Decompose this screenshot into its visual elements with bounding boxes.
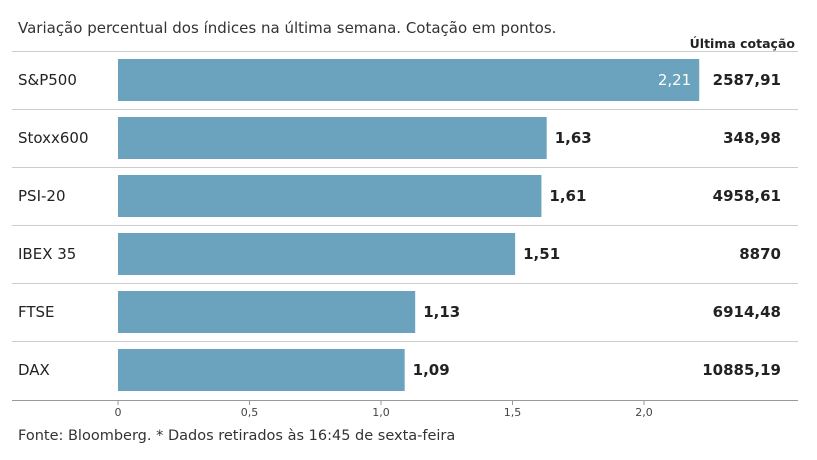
data-label: 1,13 — [423, 303, 460, 321]
category-label: IBEX 35 — [18, 245, 76, 263]
x-tick-label: 1,5 — [504, 406, 522, 419]
bar — [118, 233, 516, 275]
category-label: PSI-20 — [18, 187, 66, 205]
last-quote-column-header: Última cotação — [689, 36, 795, 51]
last-quote-value: 2587,91 — [713, 71, 781, 89]
data-label: 1,63 — [555, 129, 592, 147]
category-label: DAX — [18, 361, 50, 379]
chart-subtitle: Variação percentual dos índices na últim… — [18, 19, 557, 37]
data-label: 1,51 — [523, 245, 560, 263]
x-tick-label: 0,5 — [241, 406, 259, 419]
last-quote-value: 6914,48 — [713, 303, 781, 321]
source-note: Fonte: Bloomberg. * Dados retirados às 1… — [18, 428, 456, 444]
x-tick-label: 0 — [115, 406, 122, 419]
category-label: S&P500 — [18, 71, 77, 89]
x-tick-label: 1,0 — [372, 406, 390, 419]
last-quote-value: 348,98 — [723, 129, 781, 147]
data-label: 2,21 — [658, 71, 691, 89]
bar — [118, 175, 542, 217]
bar — [118, 349, 405, 391]
bar — [118, 291, 416, 333]
data-label: 1,61 — [549, 187, 586, 205]
data-label: 1,09 — [413, 361, 450, 379]
category-label: FTSE — [18, 303, 55, 321]
category-label: Stoxx600 — [18, 129, 89, 147]
last-quote-value: 8870 — [739, 245, 781, 263]
bar — [118, 117, 547, 159]
x-tick-label: 2,0 — [635, 406, 653, 419]
bar-chart: S&P500 2,21 2587,91 Stoxx600 1,63 348,98 PSI-2… — [12, 51, 798, 419]
bar — [118, 59, 700, 101]
last-quote-value: 4958,61 — [713, 187, 781, 205]
last-quote-value: 10885,19 — [702, 361, 781, 379]
